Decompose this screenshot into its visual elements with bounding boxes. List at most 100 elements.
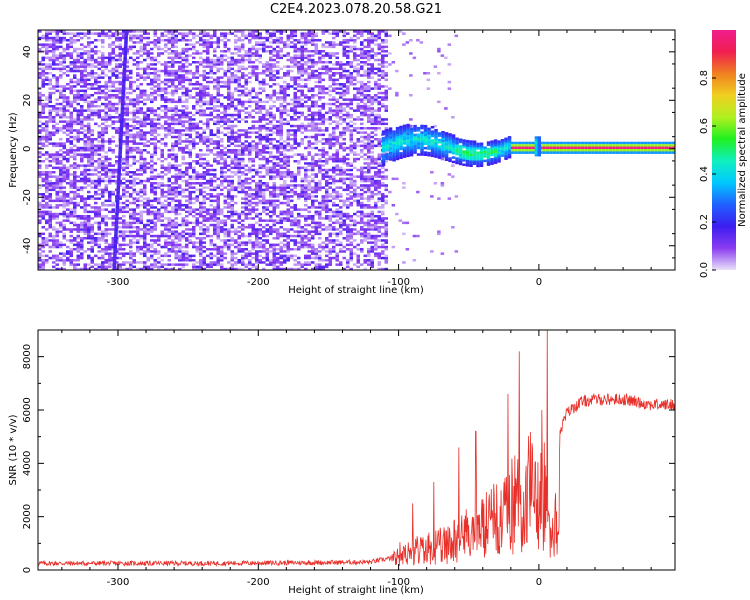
heatmap-cell [69,85,73,88]
heatmap-cell [227,239,231,242]
heatmap-cell [87,50,91,53]
heatmap-cell [87,195,91,198]
heatmap-cell [62,226,66,229]
heatmap-cell [234,261,238,264]
heatmap-cell [234,239,238,242]
heatmap-cell [276,107,280,110]
heatmap-cell [55,263,59,266]
heatmap-cell [97,212,101,216]
heatmap-cell [66,153,70,156]
heatmap-cell [237,111,241,115]
heatmap-cell [311,219,315,222]
heatmap-cell [237,78,241,82]
heatmap-cell [209,36,213,40]
heatmap-cell [223,50,227,53]
heatmap-cell [160,215,164,218]
heatmap-cell [146,219,150,222]
heatmap-cell [66,140,70,143]
heatmap-cell [171,30,175,33]
heatmap-cell [167,85,171,88]
heatmap-cell [146,65,150,68]
heatmap-cell [276,173,280,176]
heatmap-cell [248,186,252,189]
heatmap-cell [115,67,119,71]
heatmap-cell [220,50,224,53]
heatmap-cell [195,248,199,251]
heatmap-cell [216,252,220,255]
heatmap-cell [115,96,119,99]
heatmap-cell [304,256,308,260]
heatmap-cell [45,151,49,154]
heatmap-cell [41,85,45,88]
heatmap-cell [244,226,248,229]
heatmap-cell [73,61,77,64]
heatmap-cell [104,232,108,236]
heatmap-cell [181,157,185,161]
heatmap-cell [192,243,196,247]
heatmap-cell [52,234,56,238]
heatmap-cell [41,138,45,141]
heatmap-cell [269,56,273,60]
heatmap-cell [307,232,311,236]
heatmap-cell [62,47,66,51]
heatmap-cell [125,162,129,165]
heatmap-cell [136,248,140,251]
heatmap-cell [66,83,70,86]
heatmap-cell [307,186,311,189]
heatmap-cell [90,223,94,227]
heatmap-cell [297,105,301,108]
heatmap-cell [136,168,140,172]
heatmap-cell [206,39,210,42]
heatmap-cell [265,30,269,33]
heatmap-cell [122,47,126,51]
heatmap-cell [164,120,168,123]
heatmap-cell [265,36,269,40]
heatmap-cell [209,256,213,260]
heatmap-cell [202,263,206,266]
heatmap-cell [269,142,273,145]
heatmap-cell [76,195,80,198]
heatmap-cell [62,98,66,101]
heatmap-cell [97,116,101,119]
heatmap-cell [206,140,210,143]
heatmap-cell [178,256,182,260]
heatmap-cell [220,250,224,253]
heatmap-cell [115,94,119,97]
heatmap-cell [230,215,234,218]
heatmap-cell [69,80,73,84]
heatmap-cell [300,184,304,187]
heatmap-cell [90,131,94,134]
heatmap-cell [167,248,171,251]
heatmap-cell [178,254,182,258]
heatmap-cell [223,36,227,40]
heatmap-cell [146,63,150,66]
heatmap-cell [69,142,73,145]
heatmap-cell [153,223,157,227]
heatmap-cell [279,133,283,137]
heatmap-cell [185,144,189,148]
heatmap-cell [150,41,154,44]
heatmap-cell [171,61,175,64]
heatmap-cell [262,105,266,108]
heatmap-cell [220,208,224,211]
heatmap-cell [87,230,91,233]
heatmap-cell [80,217,84,220]
heatmap-cell [244,80,248,84]
heatmap-cell [307,142,311,145]
heatmap-cell [195,217,199,220]
heatmap-cell [90,239,94,242]
heatmap-cell [73,76,77,79]
heatmap-cell [283,30,287,33]
heatmap-cell [304,116,308,119]
heatmap-cell [195,102,199,106]
heatmap-cell [157,175,161,178]
heatmap-cell [220,149,224,152]
heatmap-cell [248,199,252,203]
heatmap-cell [216,41,220,44]
heatmap-cell [76,138,80,141]
heatmap-cell [192,171,196,174]
heatmap-cell [251,120,255,123]
heatmap-cell [171,221,175,225]
heatmap-cell [181,47,185,51]
heatmap-cell [248,41,252,44]
